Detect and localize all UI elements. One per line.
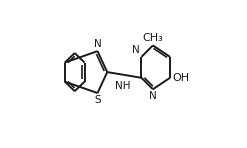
Text: N: N: [132, 45, 140, 56]
Text: OH: OH: [172, 73, 189, 83]
Text: NH: NH: [115, 81, 131, 91]
Text: CH₃: CH₃: [143, 33, 163, 43]
Text: S: S: [94, 95, 101, 105]
Text: N: N: [94, 39, 102, 49]
Text: N: N: [149, 91, 157, 101]
